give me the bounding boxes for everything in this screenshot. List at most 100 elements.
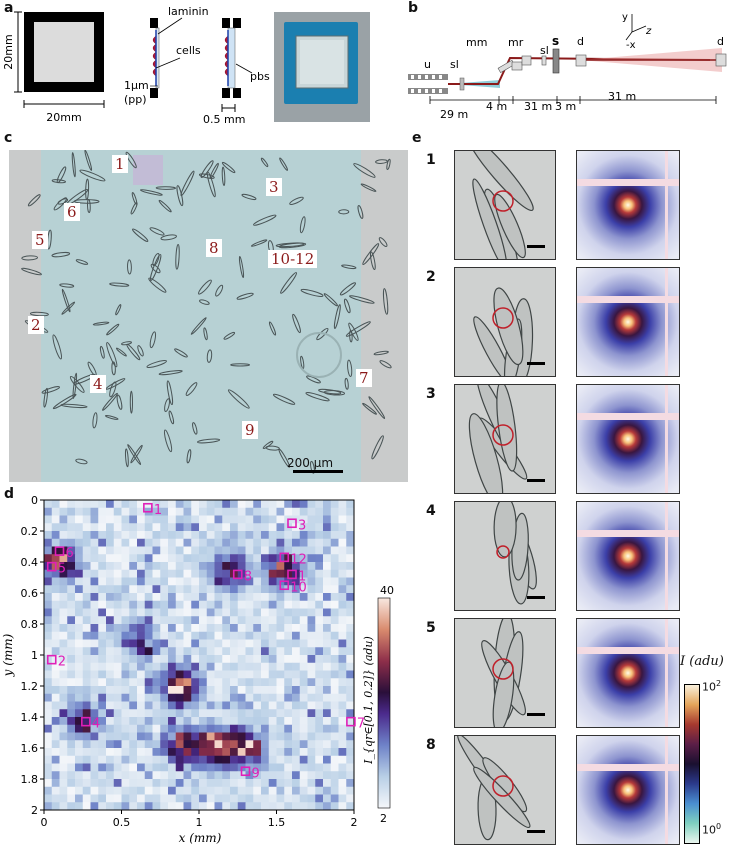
heatmap-cell xyxy=(152,748,161,757)
heatmap-cell xyxy=(230,577,239,586)
heatmap-cell xyxy=(292,717,301,726)
heatmap-cell xyxy=(346,724,355,733)
heatmap-cell xyxy=(230,763,239,772)
heatmap-cell xyxy=(59,662,68,671)
heatmap-cell xyxy=(323,647,332,656)
heatmap-cell xyxy=(206,802,215,811)
heatmap-cell xyxy=(268,717,277,726)
heatmap-cell xyxy=(299,600,308,609)
heatmap-cell xyxy=(106,662,115,671)
heatmap-cell xyxy=(106,786,115,795)
detector-gap-horizontal xyxy=(577,179,679,186)
heatmap-cell xyxy=(121,748,130,757)
heatmap-cell xyxy=(245,531,254,540)
heatmap-cell xyxy=(307,732,316,741)
heatmap-cell xyxy=(292,802,301,811)
heatmap-cell xyxy=(183,779,192,788)
heatmap-cell xyxy=(137,670,146,679)
cell-shape xyxy=(230,363,251,367)
panel-letter-a: a xyxy=(4,0,14,16)
heatmap-cell xyxy=(106,624,115,633)
heatmap-cell xyxy=(129,562,138,571)
heatmap-cell xyxy=(299,763,308,772)
heatmap-cell xyxy=(222,693,231,702)
heatmap-cell xyxy=(152,616,161,625)
heatmap-cell xyxy=(268,678,277,687)
heatmap-cell xyxy=(152,585,161,594)
cell-shape xyxy=(109,282,130,287)
cell-shape xyxy=(200,160,214,178)
heatmap-cell xyxy=(75,732,84,741)
heatmap-cell xyxy=(199,771,208,780)
heatmap-cell xyxy=(113,631,122,640)
heatmap-cell xyxy=(237,608,246,617)
heatmap-cell xyxy=(323,554,332,563)
heatmap-cell xyxy=(346,500,355,509)
heatmap-cell xyxy=(51,531,60,540)
heatmap-cell xyxy=(338,662,347,671)
y-tick-label: 0.2 xyxy=(21,525,39,538)
heatmap-cell xyxy=(121,577,130,586)
heatmap-cell xyxy=(121,724,130,733)
heatmap-cell xyxy=(299,709,308,718)
heatmap-cell xyxy=(206,507,215,516)
heatmap-cell xyxy=(346,569,355,578)
heatmap-cell xyxy=(323,639,332,648)
cell-shape xyxy=(373,350,389,356)
heatmap-cell xyxy=(245,732,254,741)
heatmap-cell xyxy=(292,507,301,516)
heatmap-cell xyxy=(284,647,293,656)
heatmap-cell xyxy=(307,748,316,757)
marker-c-9: 9 xyxy=(242,421,258,439)
heatmap-marker-label: 8 xyxy=(244,569,252,584)
heatmap-cell xyxy=(175,546,184,555)
cell-shape xyxy=(190,317,207,335)
heatmap-cell xyxy=(90,771,99,780)
cell-shape xyxy=(362,243,380,266)
heatmap-cell xyxy=(75,709,84,718)
cell-shape xyxy=(43,387,49,408)
heatmap-cell xyxy=(237,732,246,741)
heatmap-cell xyxy=(113,639,122,648)
heatmap-cell xyxy=(160,608,169,617)
heatmap-cell xyxy=(152,724,161,733)
heatmap-cell xyxy=(214,709,223,718)
heatmap-cell xyxy=(261,771,270,780)
heatmap-cell xyxy=(299,693,308,702)
heatmap-cell xyxy=(276,786,285,795)
heatmap-cell xyxy=(276,569,285,578)
heatmap-cell xyxy=(113,693,122,702)
heatmap-cell xyxy=(292,531,301,540)
heatmap-cell xyxy=(261,523,270,532)
heatmap-cell xyxy=(106,802,115,811)
heatmap-cell xyxy=(237,670,246,679)
heatmap-cell xyxy=(75,662,84,671)
heatmap-cell xyxy=(59,624,68,633)
heatmap-cell xyxy=(44,515,53,524)
heatmap-marker xyxy=(46,654,57,665)
distance-31m-1: 31 m xyxy=(524,100,552,113)
heatmap-cell xyxy=(98,662,107,671)
heatmap-cell xyxy=(261,507,270,516)
heatmap-cell xyxy=(199,786,208,795)
heatmap-cell xyxy=(59,593,68,602)
heatmap-cell xyxy=(346,655,355,664)
heatmap-cell xyxy=(113,647,122,656)
heatmap-marker-label: 10 xyxy=(290,580,307,595)
heatmap-cell xyxy=(106,748,115,757)
heatmap-cell xyxy=(82,724,91,733)
heatmap-cell xyxy=(346,562,355,571)
heatmap-cell xyxy=(144,786,153,795)
heatmap-cell xyxy=(338,794,347,803)
heatmap-cell xyxy=(214,538,223,547)
heatmap-cell xyxy=(315,538,324,547)
heatmap-cell xyxy=(183,546,192,555)
heatmap-cell xyxy=(175,740,184,749)
heatmap-cell xyxy=(237,616,246,625)
heatmap-cell xyxy=(98,670,107,679)
heatmap-cell xyxy=(338,608,347,617)
y-tick-label: 1 xyxy=(31,649,38,662)
heatmap-cell xyxy=(206,600,215,609)
heatmap-cell xyxy=(121,500,130,509)
heatmap-cell xyxy=(237,740,246,749)
